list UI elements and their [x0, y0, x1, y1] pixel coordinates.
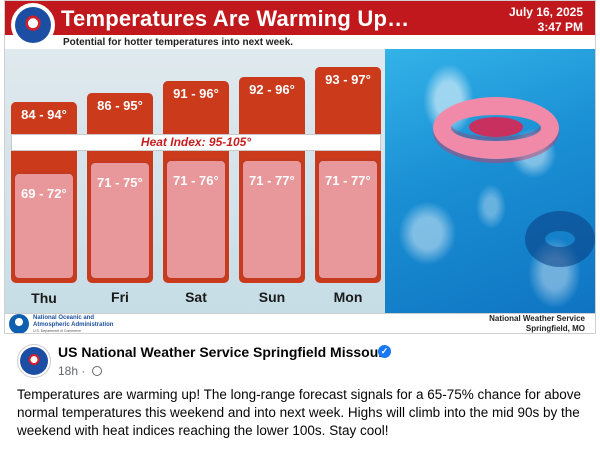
high-temp-box: 92 - 96° — [239, 77, 305, 135]
low-temp: 71 - 77° — [249, 173, 295, 188]
heat-index-band: Heat Index: 95-105° — [11, 134, 381, 151]
high-temp-box: 93 - 97° — [315, 67, 381, 133]
globe-icon[interactable] — [91, 366, 102, 376]
nws-line-2: Springfield, MO — [525, 324, 585, 333]
forecast-graphic[interactable]: Temperatures Are Warming Up… Potential f… — [4, 0, 596, 334]
noaa-line-2: Atmospheric Administration — [33, 322, 114, 328]
day-label: Mon — [333, 289, 363, 305]
nws-logo-icon — [11, 3, 55, 47]
post-body: US National Weather Service Springfield … — [0, 336, 600, 451]
nws-office: National Weather Service Springfield, MO — [489, 314, 585, 333]
day-label: Fri — [111, 289, 129, 305]
noaa-logo-icon — [9, 314, 29, 333]
high-temp: 91 - 96° — [173, 86, 219, 101]
low-temp-box: 71 - 77° — [317, 159, 379, 280]
post-text: Temperatures are warming up! The long-ra… — [17, 387, 582, 438]
swim-ring-hole — [469, 117, 523, 137]
graphic-title: Temperatures Are Warming Up… — [61, 6, 410, 31]
high-temp: 93 - 97° — [325, 72, 371, 87]
low-temp-box: 71 - 76° — [165, 159, 227, 280]
issue-datetime: July 16, 2025 3:47 PM — [509, 5, 583, 35]
post-time-link[interactable]: 18h — [58, 364, 79, 378]
high-temp: 92 - 96° — [249, 82, 295, 97]
swim-ring-shadow — [525, 211, 595, 267]
graphic-footer — [5, 313, 595, 333]
noaa-line-1: National Oceanic and — [33, 315, 95, 321]
low-temp: 71 - 76° — [173, 173, 219, 188]
day-label: Sat — [185, 289, 207, 305]
low-temp: 71 - 75° — [97, 175, 143, 190]
header-bar — [5, 1, 595, 37]
nws-line-1: National Weather Service — [489, 314, 585, 323]
low-temp-box: 69 - 72° — [13, 172, 75, 280]
low-temp-box: 71 - 75° — [89, 161, 151, 280]
day-label: Thu — [31, 290, 57, 306]
issue-time: 3:47 PM — [537, 20, 583, 34]
noaa-name: National Oceanic and Atmospheric Adminis… — [33, 315, 173, 329]
avatar[interactable] — [17, 344, 51, 378]
water-photo — [385, 47, 595, 313]
graphic-subtitle: Potential for hotter temperatures into n… — [63, 37, 294, 48]
subtitle-bar — [5, 35, 595, 49]
post-meta: 18h · — [58, 364, 102, 378]
high-temp: 86 - 95° — [97, 98, 143, 113]
meta-separator: · — [81, 364, 86, 378]
low-temp-box: 71 - 77° — [241, 159, 303, 280]
low-temp: 71 - 77° — [325, 173, 371, 188]
high-temp-box: 91 - 96° — [163, 81, 229, 135]
verified-badge-icon: ✓ — [378, 345, 391, 358]
nws-avatar-icon — [20, 347, 48, 375]
high-temp: 84 - 94° — [21, 107, 67, 122]
page-name-link[interactable]: US National Weather Service Springfield … — [58, 344, 388, 360]
issue-date: July 16, 2025 — [508, 5, 583, 19]
noaa-dept: U.S. Department of Commerce — [33, 329, 82, 333]
low-temp: 69 - 72° — [21, 186, 67, 201]
day-label: Sun — [258, 289, 286, 305]
